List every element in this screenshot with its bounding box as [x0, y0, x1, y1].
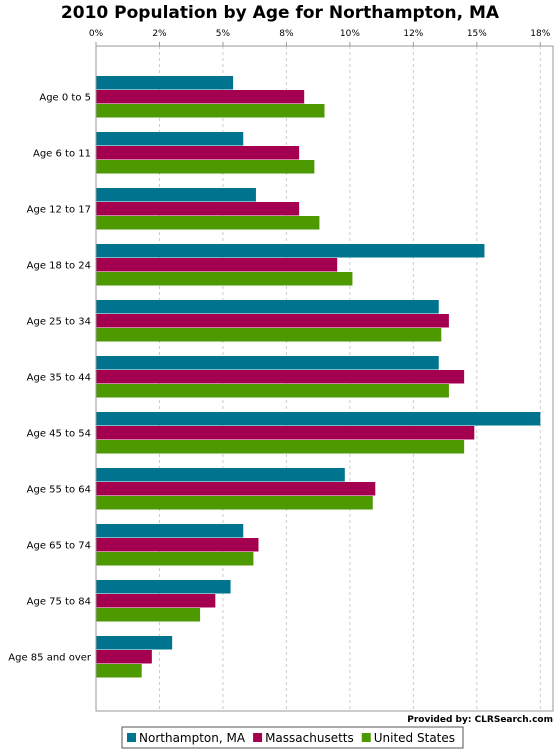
legend-box: [121, 726, 464, 749]
category-label: Age 55 to 64: [27, 484, 91, 495]
credit-text: Provided by: CLRSearch.com: [407, 715, 553, 725]
bar: [96, 636, 173, 650]
category-label: Age 6 to 11: [33, 148, 91, 159]
bar: [96, 216, 320, 230]
legend-label: Massachusetts: [265, 731, 354, 745]
bar: [96, 300, 439, 314]
x-tick-label: 2%: [152, 29, 167, 39]
legend-label: Northampton, MA: [139, 731, 246, 745]
bar: [96, 90, 305, 104]
bar: [96, 594, 216, 608]
category-label: Age 35 to 44: [27, 372, 91, 383]
x-tick-label: 5%: [216, 29, 231, 39]
category-label: Age 75 to 84: [27, 596, 91, 607]
category-labels: Age 0 to 5 Age 6 to 11 Age 12 to 17 Age 18 …: [8, 92, 92, 663]
plot-area-frame: [95, 45, 554, 712]
bar: [96, 468, 345, 482]
bar: [96, 188, 256, 202]
x-tick-label: 8%: [279, 29, 294, 39]
category-label: Age 0 to 5: [39, 92, 91, 103]
bar: [96, 104, 325, 118]
bar: [96, 412, 541, 426]
bar: [96, 272, 353, 286]
category-label: Age 25 to 34: [27, 316, 91, 327]
legend-swatch: [253, 733, 263, 742]
bar: [96, 496, 373, 510]
category-label: Age 85 and over: [8, 652, 92, 663]
bar: [96, 426, 475, 440]
bar: [96, 552, 254, 566]
bar: [96, 132, 244, 146]
bar: [96, 384, 449, 398]
bar: [96, 580, 231, 594]
bar: [96, 524, 244, 538]
bar: [96, 244, 485, 258]
bar: [96, 356, 439, 370]
bar: [96, 664, 142, 678]
bar: [96, 650, 152, 664]
bar: [96, 538, 259, 552]
category-label: Age 65 to 74: [27, 540, 91, 551]
bar: [96, 440, 465, 454]
x-tick-label: 10%: [340, 29, 360, 39]
chart-title: 2010 Population by Age for Northampton, …: [61, 3, 500, 23]
x-tick-label: 15%: [467, 29, 487, 39]
category-label: Age 12 to 17: [27, 204, 91, 215]
x-tick-label: 0%: [89, 29, 104, 39]
bar: [96, 76, 234, 90]
category-label: Age 18 to 24: [27, 260, 91, 271]
legend-label: United States: [374, 731, 455, 745]
category-label: Age 45 to 54: [27, 428, 91, 439]
legend-swatch: [127, 733, 136, 742]
bar: [96, 482, 376, 496]
bar: [96, 370, 465, 384]
bar: [96, 608, 201, 622]
x-tick-label: 12%: [403, 29, 423, 39]
legend: Northampton, MA Massachusetts United State…: [121, 726, 464, 749]
bar: [96, 160, 315, 174]
x-axis-ticks: 0% 2% 5% 8% 10% 12% 15% 18%: [89, 29, 551, 46]
legend-swatch: [361, 733, 371, 742]
bar: [96, 328, 442, 342]
bar: [96, 146, 300, 160]
x-tick-label: 18%: [530, 29, 550, 39]
bars: [96, 76, 541, 678]
bar: [96, 202, 300, 216]
bar: [96, 314, 449, 328]
bar: [96, 258, 338, 272]
